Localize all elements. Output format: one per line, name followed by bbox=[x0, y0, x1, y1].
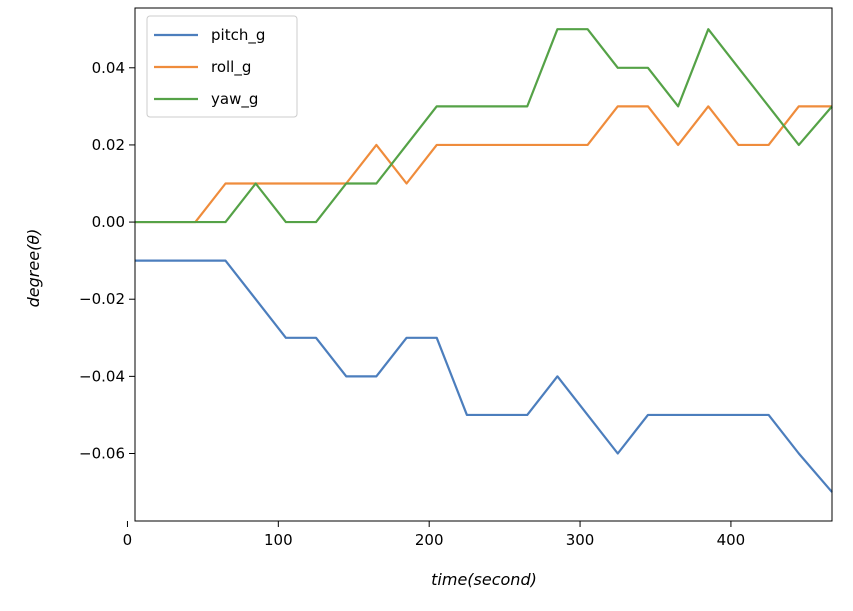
legend-label-pitch_g: pitch_g bbox=[211, 26, 265, 45]
y-tick-label: −0.06 bbox=[79, 445, 125, 463]
x-axis: 0 100 200 300 400 bbox=[123, 521, 746, 549]
x-tick-label: 100 bbox=[264, 531, 293, 549]
x-tick-label: 200 bbox=[415, 531, 444, 549]
series-line-roll_g bbox=[135, 105, 832, 224]
x-axis-label: time(second) bbox=[431, 570, 537, 589]
x-tick-label: 400 bbox=[717, 531, 746, 549]
series-line-yaw_g bbox=[135, 28, 833, 224]
legend: pitch_g roll_g yaw_g bbox=[146, 15, 298, 118]
plot-frame bbox=[134, 7, 833, 522]
legend-box bbox=[146, 15, 298, 118]
x-tick-label: 300 bbox=[566, 531, 595, 549]
y-tick-label: 0.04 bbox=[92, 59, 125, 77]
y-axis-label: degree(θ) bbox=[24, 229, 43, 308]
y-axis: −0.06 −0.04 −0.02 0.00 0.02 0.04 bbox=[79, 59, 135, 463]
legend-label-yaw_g: yaw_g bbox=[211, 90, 258, 109]
x-tick-label: 0 bbox=[123, 531, 133, 549]
y-tick-label: −0.02 bbox=[79, 290, 125, 308]
series-lines bbox=[135, 28, 833, 493]
y-tick-label: 0.00 bbox=[92, 213, 125, 231]
series-line-pitch_g bbox=[135, 259, 833, 493]
y-tick-label: −0.04 bbox=[79, 367, 125, 385]
y-tick-label: 0.02 bbox=[92, 136, 125, 154]
legend-label-roll_g: roll_g bbox=[211, 58, 251, 77]
